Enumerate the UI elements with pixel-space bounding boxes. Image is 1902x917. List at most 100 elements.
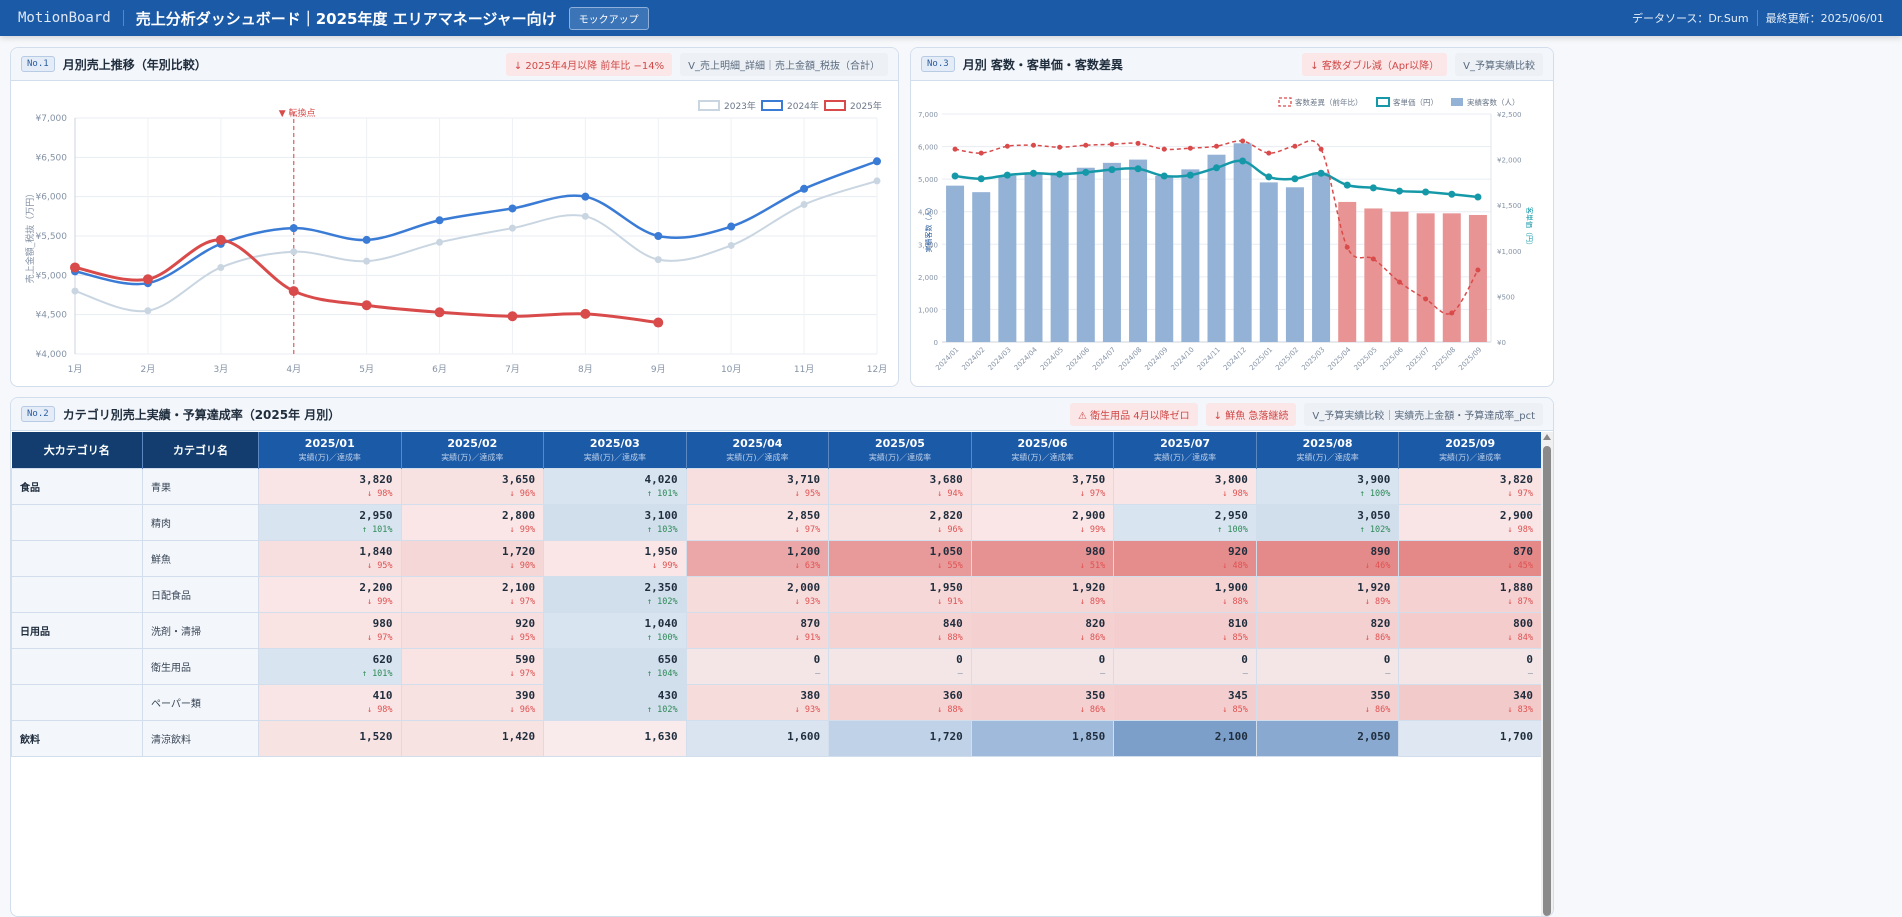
value-cell[interactable]: 2,820 ↓ 96%	[828, 503, 972, 541]
value-cell[interactable]: 2,050	[1255, 719, 1400, 757]
value-cell[interactable]: 1,950 ↓ 99%	[543, 539, 687, 577]
value-cell[interactable]: 1,630	[543, 719, 687, 757]
value-cell[interactable]: 350 ↓ 86%	[970, 683, 1115, 721]
value-cell[interactable]: 1,900 ↓ 88%	[1113, 575, 1257, 613]
value-cell[interactable]: 2,950 ↑ 100%	[1113, 503, 1257, 541]
value-cell[interactable]: 3,900 ↑ 100%	[1255, 467, 1400, 505]
value-cell[interactable]: 1,600	[685, 719, 830, 757]
column-header-major[interactable]: 大カテゴリ名	[11, 432, 143, 468]
value-cell[interactable]: 2,000 ↓ 93%	[685, 575, 830, 613]
sales-value: 2,000	[787, 581, 821, 594]
value-cell[interactable]: 840 ↓ 88%	[828, 611, 972, 649]
value-cell[interactable]: 820 ↓ 86%	[1255, 611, 1400, 649]
column-header-month[interactable]: 2025/04 実績(万)／達成率	[686, 432, 830, 468]
value-cell[interactable]: 800 ↓ 84%	[1398, 611, 1542, 649]
value-cell[interactable]: 2,350 ↑ 102%	[543, 575, 687, 613]
value-cell[interactable]: 1,420	[400, 719, 545, 757]
value-cell[interactable]: 3,710 ↓ 95%	[685, 467, 830, 505]
table-row[interactable]: 食品 青果 3,820 ↓ 98% 3,650 ↓ 96% 4,020 ↑ 101% 3,710…	[11, 467, 1542, 505]
table-row[interactable]: 精肉 2,950 ↑ 101% 2,800 ↓ 99% 3,100 ↑ 103% 2,850 ↓…	[11, 503, 1542, 541]
value-cell[interactable]: 870 ↓ 45%	[1398, 539, 1542, 577]
scrollbar-thumb[interactable]	[1543, 446, 1551, 916]
column-header-month[interactable]: 2025/02 実績(万)／達成率	[401, 432, 545, 468]
data-point	[1343, 181, 1351, 189]
column-header-month[interactable]: 2025/05 実績(万)／達成率	[828, 432, 972, 468]
column-header-month[interactable]: 2025/03 実績(万)／達成率	[543, 432, 687, 468]
value-cell[interactable]: 0–	[1113, 647, 1257, 685]
value-cell[interactable]: 4,020 ↑ 101%	[543, 467, 687, 505]
value-cell[interactable]: 1,720 ↓ 90%	[400, 539, 545, 577]
value-cell[interactable]: 3,100 ↑ 103%	[543, 503, 687, 541]
value-cell[interactable]: 2,850 ↓ 97%	[685, 503, 830, 541]
x-tick-label: 2024/08	[1117, 346, 1143, 372]
value-cell[interactable]: 0–	[685, 647, 830, 685]
value-cell[interactable]: 590 ↓ 97%	[400, 647, 545, 685]
column-header-category[interactable]: カテゴリ名	[142, 432, 259, 468]
value-cell[interactable]: 2,100	[1113, 719, 1257, 757]
value-cell[interactable]: 810 ↓ 85%	[1113, 611, 1257, 649]
value-cell[interactable]: 3,800 ↓ 98%	[1113, 467, 1257, 505]
value-cell[interactable]: 1,920 ↓ 89%	[970, 575, 1115, 613]
table-row[interactable]: 日配食品 2,200 ↓ 99% 2,100 ↓ 97% 2,350 ↑ 102% 2,000…	[11, 575, 1542, 613]
value-cell[interactable]: 1,040 ↑ 100%	[543, 611, 687, 649]
value-cell[interactable]: 620 ↑ 101%	[258, 647, 402, 685]
value-cell[interactable]: 3,750 ↓ 97%	[970, 467, 1115, 505]
value-cell[interactable]: 2,200 ↓ 99%	[258, 575, 402, 613]
value-cell[interactable]: 345 ↓ 85%	[1113, 683, 1257, 721]
column-header-month[interactable]: 2025/09 実績(万)／達成率	[1398, 432, 1542, 468]
table-row[interactable]: 鮮魚 1,840 ↓ 95% 1,720 ↓ 90% 1,950 ↓ 99% 1,200 ↓ 6…	[11, 539, 1542, 577]
value-cell[interactable]: 1,720	[828, 719, 972, 757]
value-cell[interactable]: 1,840 ↓ 95%	[258, 539, 402, 577]
value-cell[interactable]: 390 ↓ 96%	[400, 683, 545, 721]
value-cell[interactable]: 2,900 ↓ 99%	[970, 503, 1115, 541]
value-cell[interactable]: 1,920 ↓ 89%	[1255, 575, 1400, 613]
column-header-month[interactable]: 2025/07 実績(万)／達成率	[1113, 432, 1257, 468]
value-cell[interactable]: 380 ↓ 93%	[685, 683, 830, 721]
value-cell[interactable]: 980 ↓ 97%	[258, 611, 402, 649]
value-cell[interactable]: 820 ↓ 86%	[970, 611, 1115, 649]
value-cell[interactable]: 2,900 ↓ 98%	[1398, 503, 1542, 541]
value-cell[interactable]: 430 ↑ 102%	[543, 683, 687, 721]
value-cell[interactable]: 1,880 ↓ 87%	[1398, 575, 1542, 613]
value-cell[interactable]: 3,050 ↑ 102%	[1255, 503, 1400, 541]
value-cell[interactable]: 2,100 ↓ 97%	[400, 575, 545, 613]
column-header-month[interactable]: 2025/01 実績(万)／達成率	[258, 432, 402, 468]
value-cell[interactable]: 1,950 ↓ 91%	[828, 575, 972, 613]
month-label: 2025/03	[589, 436, 640, 450]
value-cell[interactable]: 0–	[1398, 647, 1542, 685]
value-cell[interactable]: 3,820 ↓ 98%	[258, 467, 402, 505]
table-row[interactable]: 飲料 清涼飲料 1,520 1,420 1,630 1,600 1,720 1,850 2,10…	[11, 719, 1542, 757]
value-cell[interactable]: 3,820 ↓ 97%	[1398, 467, 1542, 505]
value-cell[interactable]: 410 ↓ 98%	[258, 683, 402, 721]
value-cell[interactable]: 1,200 ↓ 63%	[685, 539, 830, 577]
value-cell[interactable]: 3,650 ↓ 96%	[400, 467, 545, 505]
scroll-up-arrow-icon[interactable]	[1543, 434, 1551, 440]
value-cell[interactable]: 1,050 ↓ 55%	[828, 539, 972, 577]
value-cell[interactable]: 650 ↑ 104%	[543, 647, 687, 685]
value-cell[interactable]: 2,950 ↑ 101%	[258, 503, 402, 541]
value-cell[interactable]: 360 ↓ 88%	[828, 683, 972, 721]
column-header-month[interactable]: 2025/08 実績(万)／達成率	[1256, 432, 1400, 468]
column-header-month[interactable]: 2025/06 実績(万)／達成率	[971, 432, 1115, 468]
value-cell[interactable]: 920 ↓ 48%	[1113, 539, 1257, 577]
vertical-scrollbar[interactable]	[1541, 432, 1553, 916]
value-cell[interactable]: 0–	[970, 647, 1115, 685]
sales-value: 3,750	[1072, 473, 1106, 486]
value-cell[interactable]: 0–	[1255, 647, 1400, 685]
value-cell[interactable]: 1,850	[970, 719, 1115, 757]
value-cell[interactable]: 0–	[828, 647, 972, 685]
value-cell[interactable]: 340 ↓ 83%	[1398, 683, 1542, 721]
value-cell[interactable]: 870 ↓ 91%	[685, 611, 830, 649]
table-row[interactable]: ペーパー類 410 ↓ 98% 390 ↓ 96% 430 ↑ 102% 380 ↓ 93% 36…	[11, 683, 1542, 721]
value-cell[interactable]: 920 ↓ 95%	[400, 611, 545, 649]
x-tick-label: 11月	[794, 364, 814, 375]
value-cell[interactable]: 1,700	[1398, 719, 1542, 757]
value-cell[interactable]: 2,800 ↓ 99%	[400, 503, 545, 541]
table-row[interactable]: 衛生用品 620 ↑ 101% 590 ↓ 97% 650 ↑ 104% 0–0–0–0–0–…	[11, 647, 1542, 685]
table-row[interactable]: 日用品 洗剤・清掃 980 ↓ 97% 920 ↓ 95% 1,040 ↑ 100% 870 ↓ …	[11, 611, 1542, 649]
value-cell[interactable]: 980 ↓ 51%	[970, 539, 1115, 577]
value-cell[interactable]: 3,680 ↓ 94%	[828, 467, 972, 505]
value-cell[interactable]: 890 ↓ 46%	[1255, 539, 1400, 577]
value-cell[interactable]: 350 ↓ 86%	[1255, 683, 1400, 721]
value-cell[interactable]: 1,520	[258, 719, 402, 757]
